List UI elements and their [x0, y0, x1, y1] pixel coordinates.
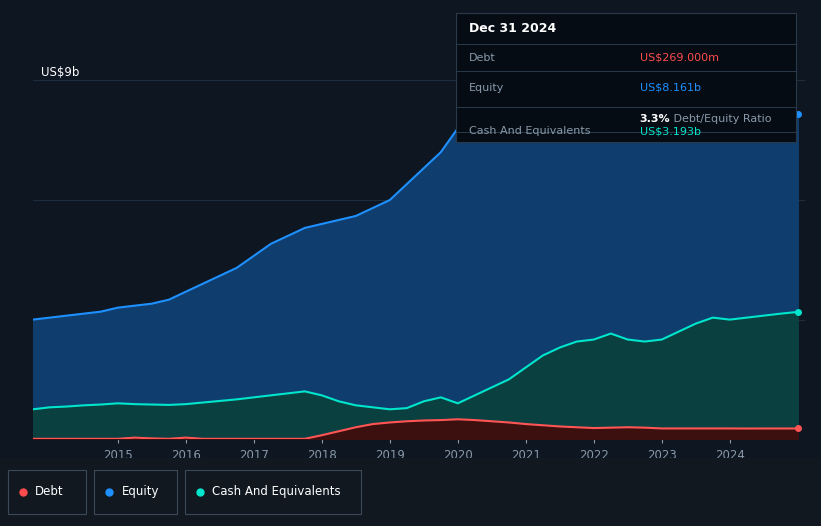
Text: Debt/Equity Ratio: Debt/Equity Ratio [670, 115, 772, 125]
FancyBboxPatch shape [185, 470, 361, 514]
FancyBboxPatch shape [8, 470, 86, 514]
Text: US$269.000m: US$269.000m [640, 53, 718, 63]
Text: Cash And Equivalents: Cash And Equivalents [212, 485, 341, 498]
Text: 3.3%: 3.3% [640, 115, 670, 125]
Text: US$8.161b: US$8.161b [640, 83, 700, 93]
Text: US$0: US$0 [40, 411, 71, 424]
Text: Debt: Debt [470, 53, 496, 63]
Text: US$3.193b: US$3.193b [640, 126, 700, 136]
Text: US$9b: US$9b [40, 66, 79, 79]
FancyBboxPatch shape [94, 470, 177, 514]
Text: Cash And Equivalents: Cash And Equivalents [470, 126, 591, 136]
Text: Debt: Debt [35, 485, 64, 498]
Text: Equity: Equity [470, 83, 505, 93]
Text: Dec 31 2024: Dec 31 2024 [470, 22, 557, 35]
Text: Equity: Equity [122, 485, 159, 498]
